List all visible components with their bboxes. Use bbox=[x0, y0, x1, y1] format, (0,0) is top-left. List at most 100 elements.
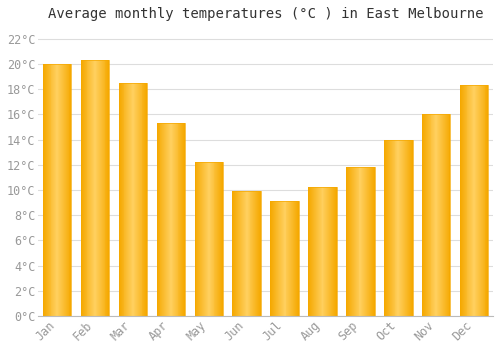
Bar bbox=[61, 64, 62, 316]
Bar bbox=[404, 140, 405, 316]
Bar bbox=[204, 162, 205, 316]
Bar bbox=[133, 83, 134, 316]
Bar bbox=[198, 162, 200, 316]
Bar bbox=[275, 201, 276, 316]
Bar bbox=[402, 140, 403, 316]
Bar bbox=[60, 64, 61, 316]
Bar bbox=[326, 188, 327, 316]
Bar bbox=[346, 167, 347, 316]
Bar bbox=[434, 114, 436, 316]
Bar bbox=[399, 140, 400, 316]
Bar bbox=[327, 188, 328, 316]
Bar bbox=[394, 140, 396, 316]
Bar bbox=[254, 191, 255, 316]
Bar bbox=[400, 140, 401, 316]
Bar bbox=[172, 123, 173, 316]
Bar bbox=[64, 64, 65, 316]
Bar bbox=[81, 60, 82, 316]
Bar bbox=[426, 114, 428, 316]
Bar bbox=[48, 64, 50, 316]
Bar bbox=[102, 60, 104, 316]
Bar bbox=[160, 123, 162, 316]
Bar bbox=[424, 114, 425, 316]
Bar bbox=[43, 64, 44, 316]
Bar bbox=[329, 188, 330, 316]
Bar bbox=[146, 83, 147, 316]
Bar bbox=[234, 191, 236, 316]
Bar bbox=[176, 123, 178, 316]
Bar bbox=[440, 114, 441, 316]
Bar bbox=[312, 188, 313, 316]
Bar bbox=[351, 167, 352, 316]
Bar bbox=[209, 162, 210, 316]
Bar bbox=[352, 167, 353, 316]
Bar bbox=[92, 60, 93, 316]
Bar bbox=[408, 140, 410, 316]
Bar bbox=[472, 85, 473, 316]
Bar bbox=[439, 114, 440, 316]
Bar bbox=[232, 191, 261, 316]
Bar bbox=[119, 83, 120, 316]
Bar bbox=[353, 167, 354, 316]
Bar bbox=[101, 60, 102, 316]
Bar bbox=[385, 140, 386, 316]
Bar bbox=[407, 140, 408, 316]
Bar bbox=[108, 60, 110, 316]
Bar bbox=[478, 85, 479, 316]
Bar bbox=[348, 167, 349, 316]
Bar bbox=[207, 162, 208, 316]
Bar bbox=[158, 123, 160, 316]
Bar bbox=[170, 123, 171, 316]
Bar bbox=[194, 162, 223, 316]
Bar bbox=[130, 83, 131, 316]
Bar bbox=[203, 162, 204, 316]
Bar bbox=[270, 201, 272, 316]
Bar bbox=[138, 83, 140, 316]
Bar bbox=[272, 201, 273, 316]
Bar bbox=[276, 201, 277, 316]
Bar bbox=[122, 83, 124, 316]
Bar bbox=[295, 201, 296, 316]
Bar bbox=[106, 60, 108, 316]
Bar bbox=[257, 191, 258, 316]
Bar bbox=[46, 64, 47, 316]
Bar bbox=[180, 123, 182, 316]
Bar bbox=[239, 191, 240, 316]
Bar bbox=[243, 191, 244, 316]
Bar bbox=[293, 201, 294, 316]
Bar bbox=[201, 162, 202, 316]
Bar bbox=[462, 85, 464, 316]
Bar bbox=[45, 64, 46, 316]
Bar bbox=[384, 140, 385, 316]
Bar bbox=[313, 188, 314, 316]
Bar bbox=[477, 85, 478, 316]
Bar bbox=[364, 167, 365, 316]
Bar bbox=[47, 64, 48, 316]
Bar bbox=[59, 64, 60, 316]
Bar bbox=[320, 188, 322, 316]
Bar bbox=[93, 60, 94, 316]
Bar bbox=[286, 201, 288, 316]
Bar bbox=[184, 123, 185, 316]
Bar bbox=[405, 140, 406, 316]
Bar bbox=[65, 64, 66, 316]
Bar bbox=[52, 64, 54, 316]
Bar bbox=[250, 191, 252, 316]
Bar bbox=[443, 114, 444, 316]
Bar bbox=[219, 162, 220, 316]
Bar bbox=[178, 123, 180, 316]
Bar bbox=[347, 167, 348, 316]
Bar bbox=[442, 114, 443, 316]
Bar bbox=[314, 188, 315, 316]
Bar bbox=[232, 191, 234, 316]
Bar bbox=[386, 140, 387, 316]
Bar bbox=[292, 201, 293, 316]
Bar bbox=[475, 85, 476, 316]
Bar bbox=[474, 85, 475, 316]
Bar bbox=[294, 201, 295, 316]
Bar bbox=[330, 188, 331, 316]
Bar bbox=[258, 191, 259, 316]
Bar bbox=[171, 123, 172, 316]
Bar bbox=[311, 188, 312, 316]
Bar bbox=[368, 167, 369, 316]
